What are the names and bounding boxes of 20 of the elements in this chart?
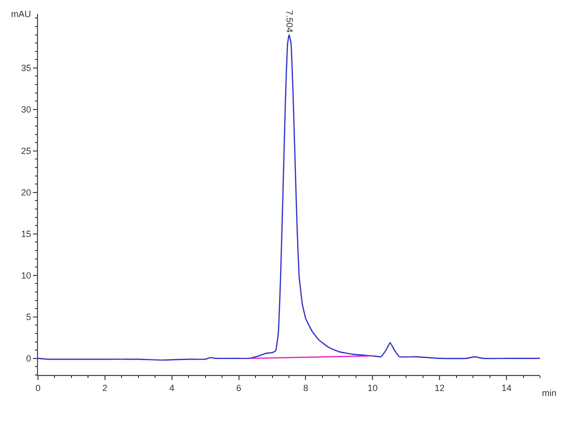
annotation: 7.504 xyxy=(284,10,294,33)
x-tick-label: 14 xyxy=(502,382,512,393)
y-tick-label: 0 xyxy=(26,354,32,364)
y-tick-label: 20 xyxy=(21,188,32,198)
x-tick-label: 8 xyxy=(303,382,308,393)
x-tick-label: 4 xyxy=(169,382,174,393)
y-tick-label: 35 xyxy=(21,63,32,74)
x-axis-title: min xyxy=(542,388,557,398)
y-tick-label: 10 xyxy=(21,270,32,281)
line-series xyxy=(38,34,540,361)
x-tick-label: 2 xyxy=(102,382,108,393)
x-tick-label: 6 xyxy=(236,382,242,393)
x-tick-label: 10 xyxy=(368,382,378,393)
x-tick-label: 12 xyxy=(434,382,445,393)
y-tick-label: 15 xyxy=(21,229,32,240)
x-tick-label: 0 xyxy=(35,382,41,393)
y-axis-title: mAU xyxy=(11,9,31,19)
y-tick-label: 5 xyxy=(26,312,32,322)
y-tick-label: 25 xyxy=(21,146,32,156)
y-tick-label: 30 xyxy=(21,104,32,115)
